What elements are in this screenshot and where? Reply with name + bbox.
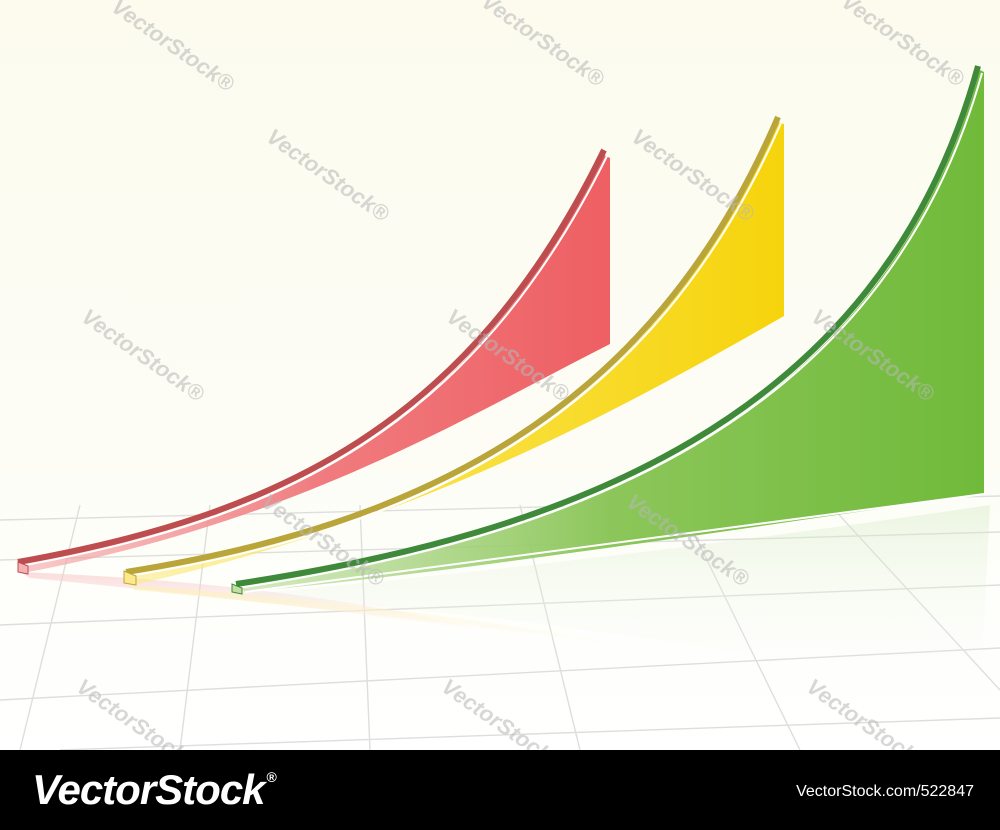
green-curve-reflection	[235, 505, 990, 700]
footer-bar: VectorStock ® VectorStock.com/522847	[0, 750, 1000, 830]
logo-text: VectorStock	[32, 766, 266, 813]
growth-curves-illustration: VectorStock® VectorStock® VectorStock® V…	[0, 0, 1000, 750]
vectorstock-logo: VectorStock ®	[32, 769, 277, 811]
yellow-growth-curve	[123, 115, 784, 586]
registered-mark: ®	[266, 769, 277, 785]
green-growth-curve	[231, 65, 985, 595]
red-growth-curve	[17, 148, 610, 575]
yellow-curve-reflection	[128, 585, 780, 668]
image-id-label: VectorStock.com/522847	[796, 783, 974, 800]
